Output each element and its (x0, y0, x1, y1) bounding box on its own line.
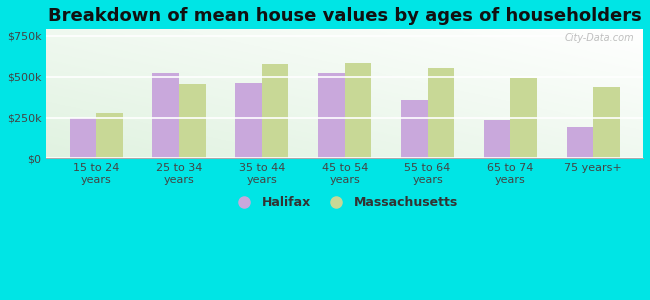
Bar (235, 83, 262, 158)
Legend: Halifax, Massachusetts: Halifax, Massachusetts (227, 191, 463, 214)
Bar (593, 87, 620, 158)
Bar (70, 118, 96, 158)
Bar (401, 100, 428, 158)
Title: Breakdown of mean house values by ages of householders: Breakdown of mean house values by ages o… (48, 7, 642, 25)
Bar (318, 74, 344, 158)
Bar (344, 63, 371, 158)
Bar (428, 68, 454, 158)
Bar (262, 64, 289, 158)
Bar (567, 128, 593, 158)
Bar (179, 84, 205, 158)
Bar (484, 120, 510, 158)
Bar (96, 113, 123, 158)
Bar (153, 74, 179, 158)
Bar (510, 78, 537, 158)
Text: City-Data.com: City-Data.com (564, 33, 634, 43)
